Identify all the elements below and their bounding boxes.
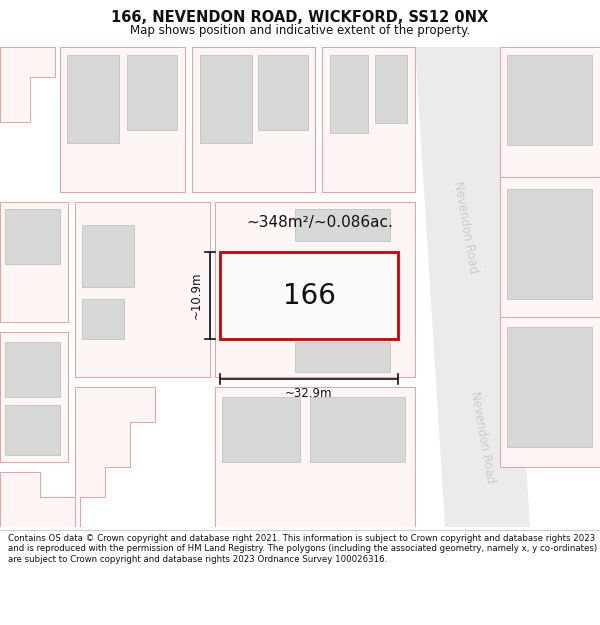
Bar <box>295 342 390 372</box>
Text: ~348m²/~0.086ac.: ~348m²/~0.086ac. <box>247 215 394 230</box>
Bar <box>507 189 592 299</box>
Bar <box>507 55 592 145</box>
Bar <box>220 252 398 339</box>
Polygon shape <box>500 317 600 467</box>
Text: ~32.9m: ~32.9m <box>285 387 333 400</box>
Bar <box>82 225 134 287</box>
Polygon shape <box>75 387 155 527</box>
Bar <box>5 342 60 397</box>
Polygon shape <box>500 47 600 177</box>
Bar <box>222 397 300 462</box>
Polygon shape <box>215 387 415 527</box>
Bar <box>310 397 405 462</box>
Polygon shape <box>0 47 55 122</box>
Bar <box>5 209 60 264</box>
Polygon shape <box>415 47 530 527</box>
Text: Nevendon Road: Nevendon Road <box>469 390 497 484</box>
Polygon shape <box>192 47 315 192</box>
Polygon shape <box>0 332 68 462</box>
Text: Map shows position and indicative extent of the property.: Map shows position and indicative extent… <box>130 24 470 37</box>
Bar <box>258 55 308 130</box>
Bar <box>82 299 124 339</box>
Polygon shape <box>215 202 415 377</box>
Text: Contains OS data © Crown copyright and database right 2021. This information is : Contains OS data © Crown copyright and d… <box>8 534 597 564</box>
Polygon shape <box>75 202 210 377</box>
Polygon shape <box>60 47 185 192</box>
Bar <box>375 55 407 123</box>
Polygon shape <box>500 177 600 317</box>
Text: 166: 166 <box>283 281 335 309</box>
Bar <box>330 55 368 133</box>
Text: Nevendon Road: Nevendon Road <box>452 180 481 274</box>
Bar <box>67 55 119 143</box>
Polygon shape <box>322 47 415 192</box>
Text: ~10.9m: ~10.9m <box>190 272 203 319</box>
Bar <box>295 209 390 241</box>
Bar <box>200 55 252 143</box>
Bar <box>127 55 177 130</box>
Polygon shape <box>0 202 68 322</box>
Bar <box>5 405 60 455</box>
Polygon shape <box>0 472 80 527</box>
Bar <box>507 327 592 447</box>
Text: 166, NEVENDON ROAD, WICKFORD, SS12 0NX: 166, NEVENDON ROAD, WICKFORD, SS12 0NX <box>112 11 488 26</box>
